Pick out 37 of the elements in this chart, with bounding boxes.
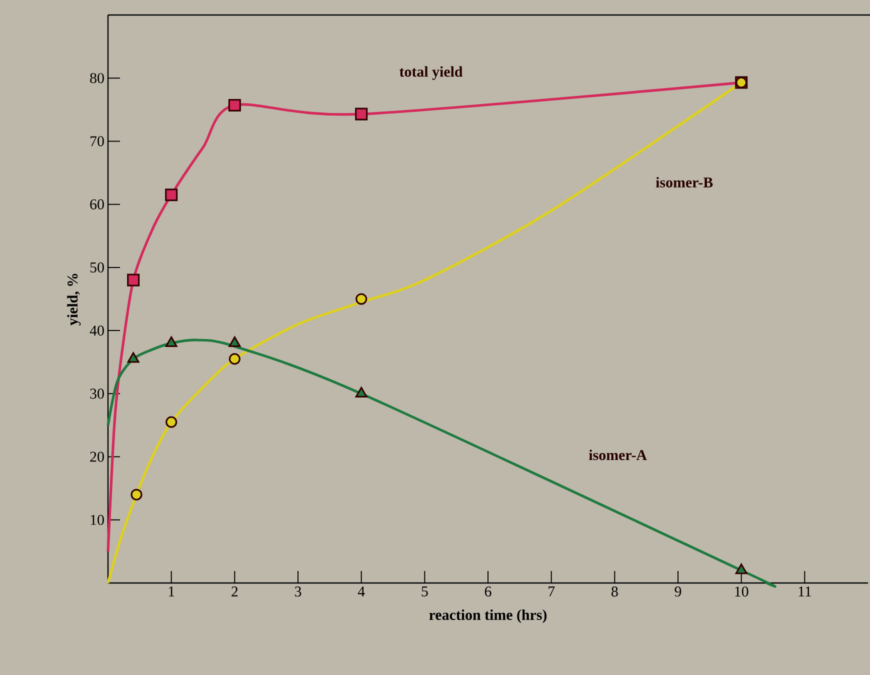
point — [228, 336, 241, 347]
y-tick-label: 10 — [90, 514, 104, 525]
x-tick-label: 4 — [358, 586, 365, 596]
x-tick-label: 5 — [422, 586, 428, 596]
point — [165, 188, 178, 202]
x-tick-label: 10 — [735, 586, 748, 597]
y-tick-label: 70 — [90, 136, 104, 146]
point — [165, 336, 178, 347]
y-axis-title: yield, % — [67, 274, 81, 326]
x-tick-label: 3 — [294, 586, 302, 597]
point — [356, 293, 368, 305]
x-tick-label: 8 — [612, 586, 618, 597]
x-tick-label: 11 — [798, 586, 811, 596]
y-tick-label: 40 — [90, 326, 104, 336]
y-tick-label: 20 — [90, 452, 104, 462]
series-label: isomer-B — [656, 177, 713, 188]
x-tick-label: 7 — [548, 586, 555, 596]
point — [355, 386, 368, 398]
point — [127, 352, 140, 363]
point — [127, 274, 140, 286]
point — [228, 353, 240, 365]
x-tick-label: 1 — [168, 586, 174, 596]
y-tick-label: 60 — [90, 199, 104, 210]
x-axis-title: reaction time (hrs) — [429, 609, 547, 624]
x-tick-label: 2 — [232, 586, 238, 596]
point — [355, 108, 368, 120]
point — [130, 488, 142, 500]
x-tick-label: 6 — [484, 586, 492, 597]
y-tick-label: 30 — [90, 388, 104, 399]
point — [228, 98, 241, 112]
x-tick-label: 9 — [674, 586, 682, 597]
point — [735, 564, 748, 574]
series-label: total yield — [399, 66, 463, 80]
y-tick-label: 80 — [90, 73, 104, 84]
text: isomer-A — [588, 450, 647, 460]
y-tick-label: 50 — [90, 262, 104, 272]
point — [166, 416, 178, 428]
